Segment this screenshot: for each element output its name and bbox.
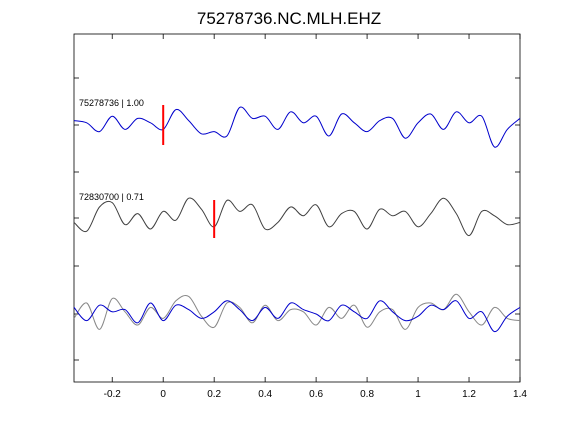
x-tick-labels: -0.2 0 0.2 0.4 0.6 0.8 1 1.2 1.4 [104,389,528,400]
chart-title: 75278736.NC.MLH.EHZ [197,9,381,28]
x-tick-label: 0.6 [309,389,323,400]
x-tick-label: -0.2 [104,389,122,400]
x-tick-label: 1.4 [513,389,527,400]
trace-label-1: 75278736 | 1.00 [79,98,144,108]
trace-1-line [73,106,521,148]
trace-3-blue-line [73,300,521,333]
axis-ticks [74,34,521,382]
trace-2-line [73,197,521,237]
x-tick-label: 0.4 [258,389,272,400]
x-tick-label: 1 [415,389,421,400]
x-tick-label: 0.8 [360,389,374,400]
x-tick-label: 0 [160,389,166,400]
pick-markers [162,105,216,238]
plot-frame [73,33,521,383]
trace-3-gray-line [73,293,521,330]
traces [73,106,521,333]
x-tick-label: 1.2 [462,389,476,400]
trace-label-2: 72830700 | 0.71 [79,192,144,202]
x-tick-label: 0.2 [207,389,221,400]
